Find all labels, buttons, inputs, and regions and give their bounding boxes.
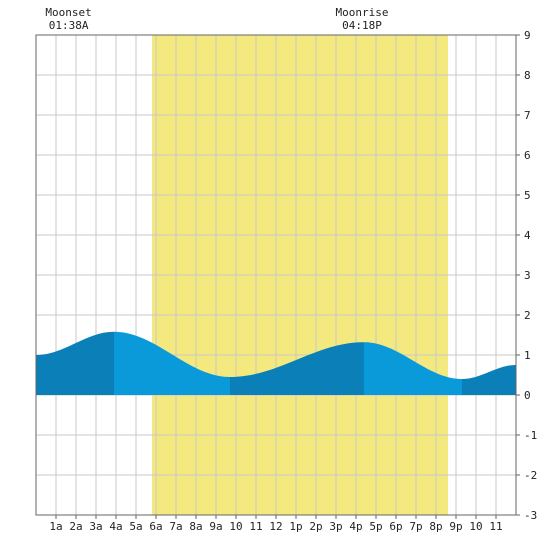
x-tick-label: 10 [229, 520, 242, 533]
x-tick-label: 4a [109, 520, 122, 533]
moon-event-name: Moonrise [336, 6, 389, 19]
tide-area-rising [230, 342, 364, 395]
x-tick-label: 1a [49, 520, 62, 533]
y-tick-label: 7 [524, 109, 531, 122]
y-tick-label: -2 [524, 469, 537, 482]
x-tick-label: 11 [249, 520, 262, 533]
tide-area-falling [364, 342, 462, 395]
tide-area [36, 331, 516, 395]
x-tick-label: 6p [389, 520, 402, 533]
grid [36, 34, 516, 516]
x-tick-label: 1p [289, 520, 302, 533]
tide-area-falling [114, 331, 230, 395]
x-tick-label: 7p [409, 520, 422, 533]
x-tick-label: 12 [269, 520, 282, 533]
x-tick-label: 10 [469, 520, 482, 533]
tide-area-rising [36, 331, 114, 395]
x-tick-label: 8p [429, 520, 442, 533]
y-tick-label: -3 [524, 509, 537, 522]
y-tick-label: 8 [524, 69, 531, 82]
y-tick-label: 4 [524, 229, 531, 242]
y-tick-label: 9 [524, 29, 531, 42]
x-axis-ticks: 1a 2a 3a 4a 5a 6a 7a 8a 9a 10 11 12 1p 2p 3p 4p 5p 6p 7p 8p… [49, 515, 503, 533]
x-tick-label: 2a [69, 520, 82, 533]
x-tick-label: 8a [189, 520, 202, 533]
x-tick-label: 2p [309, 520, 322, 533]
moon-event-time: 04:18P [342, 19, 382, 32]
x-tick-label: 3a [89, 520, 102, 533]
x-tick-label: 6a [149, 520, 162, 533]
moon-event-time: 01:38A [49, 19, 89, 32]
y-tick-label: 0 [524, 389, 531, 402]
y-tick-label: 2 [524, 309, 531, 322]
x-tick-label: 9p [449, 520, 462, 533]
x-tick-label: 4p [349, 520, 362, 533]
x-tick-label: 11 [489, 520, 502, 533]
moon-event-name: Moonset [45, 6, 91, 19]
y-tick-label: 1 [524, 349, 531, 362]
y-axis-ticks: -3 -2 -1 0 1 2 3 4 5 6 7 8 9 [516, 29, 537, 522]
x-tick-label: 7a [169, 520, 182, 533]
y-tick-label: 5 [524, 189, 531, 202]
tide-area-rising [462, 365, 516, 395]
y-tick-label: -1 [524, 429, 537, 442]
x-tick-label: 5p [369, 520, 382, 533]
x-tick-label: 3p [329, 520, 342, 533]
x-tick-label: 5a [129, 520, 142, 533]
y-tick-label: 3 [524, 269, 531, 282]
x-tick-label: 9a [209, 520, 222, 533]
y-tick-label: 6 [524, 149, 531, 162]
